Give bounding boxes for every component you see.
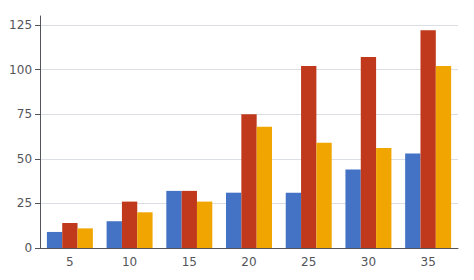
- svg-text:50: 50: [17, 152, 32, 166]
- svg-text:75: 75: [17, 107, 32, 121]
- svg-text:0: 0: [24, 241, 32, 255]
- svg-text:35: 35: [421, 255, 436, 269]
- svg-text:30: 30: [361, 255, 376, 269]
- svg-text:5: 5: [66, 255, 74, 269]
- svg-text:10: 10: [122, 255, 137, 269]
- svg-text:100: 100: [9, 63, 32, 77]
- svg-text:25: 25: [17, 196, 32, 210]
- svg-text:20: 20: [241, 255, 256, 269]
- svg-text:125: 125: [9, 18, 32, 32]
- svg-text:15: 15: [182, 255, 197, 269]
- svg-text:25: 25: [301, 255, 316, 269]
